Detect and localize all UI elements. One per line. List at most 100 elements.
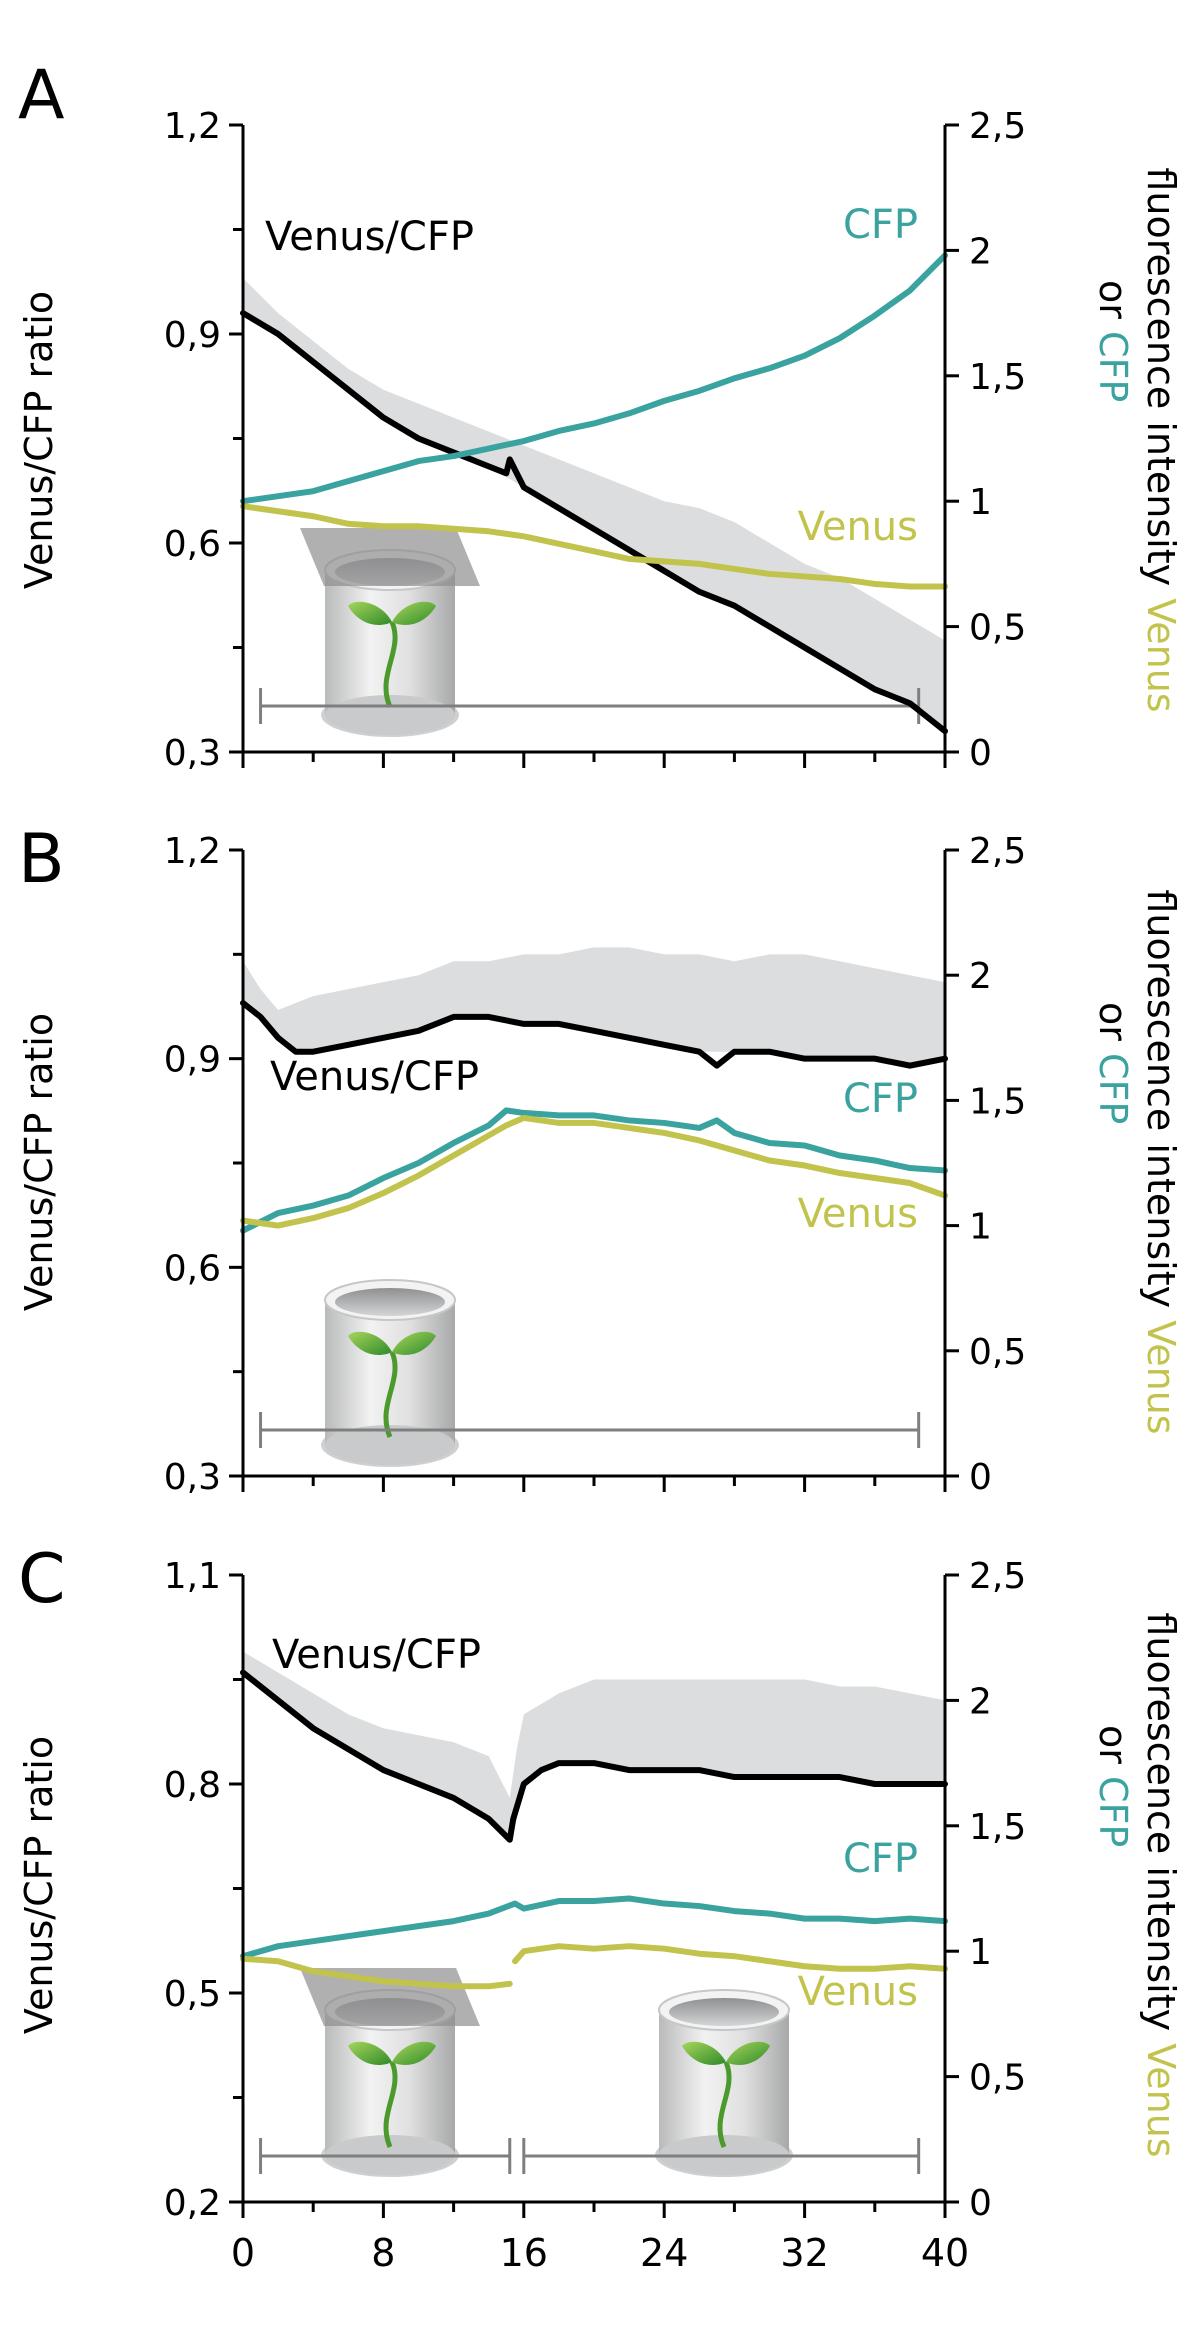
legend-label-cfp: CFP xyxy=(843,1836,918,1882)
y-axis-label-right-cfp: CFP xyxy=(1091,1776,1135,1847)
right-tick-label: 2,5 xyxy=(969,1556,1026,1597)
right-tick-label: 2 xyxy=(969,231,992,272)
x-tick-label: 0 xyxy=(231,2231,255,2275)
left-tick-label: 0,6 xyxy=(164,524,221,565)
seedling-leaf-right xyxy=(726,2041,770,2065)
pot-body xyxy=(325,1300,455,1445)
right-tick-label: 1,5 xyxy=(969,357,1026,398)
x-tick-label: 32 xyxy=(780,2231,828,2275)
legend-label-cfp: CFP xyxy=(843,1076,918,1122)
legend-label-venus: Venus xyxy=(798,504,918,550)
time-bracket-0 xyxy=(259,2138,512,2174)
series-line-cfp-1 xyxy=(240,1895,948,1960)
y-axis-label-left: Venus/CFP ratio xyxy=(17,1013,61,1311)
panel-letter-c: C xyxy=(18,1540,65,1619)
y-axis-label-right-text: fluorescence intensity xyxy=(1139,167,1183,598)
y-axis-label-right-cfp: CFP xyxy=(1091,331,1135,402)
pot-icon-1 xyxy=(655,1989,793,2177)
seedling-stem xyxy=(717,2061,732,2148)
pot-opening xyxy=(669,1998,779,2026)
seedling-stem xyxy=(383,621,398,708)
y-axis-label-left: Venus/CFP ratio xyxy=(17,291,61,589)
y-axis-label-right: fluorescence intensity Venus xyxy=(1139,889,1183,1434)
left-tick-label: 0,2 xyxy=(164,2183,221,2224)
y-axis-label-right-line2: or CFP xyxy=(1091,1002,1135,1124)
seedling-leaf-left xyxy=(682,2041,726,2065)
y-axis-label-right: fluorescence intensity Venus xyxy=(1139,1612,1183,2157)
series-line-ratio-0 xyxy=(240,310,948,735)
pot-icon-0 xyxy=(321,1279,459,1467)
seedling-stem xyxy=(383,1351,398,1438)
series-line-ratio-0 xyxy=(240,1000,948,1069)
left-tick-label: 0,3 xyxy=(164,733,221,774)
series-line-venus-2 xyxy=(240,503,948,590)
right-tick-label: 0,5 xyxy=(969,2058,1026,2099)
legend-label-ratio: Venus/CFP xyxy=(265,214,474,260)
y-axis-label-right-venus: Venus xyxy=(1139,1320,1183,1434)
right-tick-label: 2 xyxy=(969,956,992,997)
y-axis-label-right-venus: Venus xyxy=(1139,2043,1183,2157)
right-tick-label: 2,5 xyxy=(969,831,1026,872)
legend-label-ratio: Venus/CFP xyxy=(272,1632,481,1678)
left-tick-label: 0,6 xyxy=(164,1248,221,1289)
panel-b: 0,3 0,6 0,9 1,2 0 0,5 1 1,5 2 2,5 Venus/CFP ratio f… xyxy=(17,831,1183,1498)
left-tick-label: 0,3 xyxy=(164,1457,221,1498)
left-tick-label: 1,2 xyxy=(164,831,221,872)
right-tick-label: 0 xyxy=(969,1457,992,1498)
seedling-leaf-right xyxy=(392,1331,436,1355)
pot-icon-0 xyxy=(300,1968,480,2177)
time-bracket-1 xyxy=(522,2138,921,2174)
time-bracket-0 xyxy=(259,1412,921,1448)
left-tick-label: 0,5 xyxy=(164,1974,221,2015)
y-axis-label-right-or: or xyxy=(1091,1725,1135,1776)
panel-letter-b: B xyxy=(18,820,65,899)
right-tick-label: 2 xyxy=(969,1681,992,1722)
time-bracket-0 xyxy=(259,688,921,724)
seedling-stem xyxy=(383,2061,398,2148)
legend-label-ratio: Venus/CFP xyxy=(270,1054,479,1100)
series-line-cfp-1 xyxy=(240,1107,948,1234)
series-line-venus-2 xyxy=(240,1114,948,1229)
left-tick-label: 1,1 xyxy=(164,1556,221,1597)
right-tick-label: 0,5 xyxy=(969,1332,1026,1373)
pot-cover-lid xyxy=(300,1968,480,2026)
pot-body xyxy=(659,2010,789,2155)
pot-body xyxy=(325,2010,455,2155)
legend-label-venus: Venus xyxy=(798,1969,918,2015)
seedling-leaf-right xyxy=(392,2041,436,2065)
y-axis-label-right-or: or xyxy=(1091,280,1135,331)
right-tick-label: 1,5 xyxy=(969,1081,1026,1122)
left-tick-label: 1,2 xyxy=(164,106,221,147)
panel-letter-a: A xyxy=(18,56,65,135)
pot-bottom xyxy=(325,1425,455,1465)
panel-c: 0,2 0,5 0,8 1,1 0 0,5 1 1,5 2 2,5 0 8 16 24 32 40 Venus/… xyxy=(17,1556,1183,2275)
y-axis-label-right: fluorescence intensity Venus xyxy=(1139,167,1183,712)
series-line-venus-3 xyxy=(512,1943,948,1972)
series-line-venus-2 xyxy=(240,1955,513,1990)
right-tick-label: 1 xyxy=(969,482,992,523)
seedling-leaf-left xyxy=(348,1331,392,1355)
right-tick-label: 0 xyxy=(969,733,992,774)
pot-cover-lid xyxy=(300,528,480,586)
sd-band xyxy=(243,278,945,732)
right-tick-label: 2,5 xyxy=(969,106,1026,147)
y-axis-label-right-text: fluorescence intensity xyxy=(1139,889,1183,1320)
left-tick-label: 0,8 xyxy=(164,1765,221,1806)
y-axis-label-left: Venus/CFP ratio xyxy=(17,1736,61,2034)
y-axis-label-right-or: or xyxy=(1091,1002,1135,1053)
y-axis-label-right-venus: Venus xyxy=(1139,598,1183,712)
right-tick-label: 1,5 xyxy=(969,1807,1026,1848)
x-tick-label: 8 xyxy=(371,2231,395,2275)
right-tick-label: 1 xyxy=(969,1932,992,1973)
series-line-ratio-0 xyxy=(240,1669,948,1843)
panel-a: 0,3 0,6 0,9 1,2 0 0,5 1 1,5 2 2,5 Venus/CFP ratio f… xyxy=(17,106,1183,774)
sd-band xyxy=(243,1651,945,1840)
right-tick-label: 0,5 xyxy=(969,608,1026,649)
sd-band xyxy=(243,947,945,1066)
legend-label-venus: Venus xyxy=(798,1191,918,1237)
y-axis-label-right-text: fluorescence intensity xyxy=(1139,1612,1183,2043)
pot-opening xyxy=(335,1288,445,1316)
pot-body xyxy=(325,570,455,715)
right-tick-label: 0 xyxy=(969,2183,992,2224)
